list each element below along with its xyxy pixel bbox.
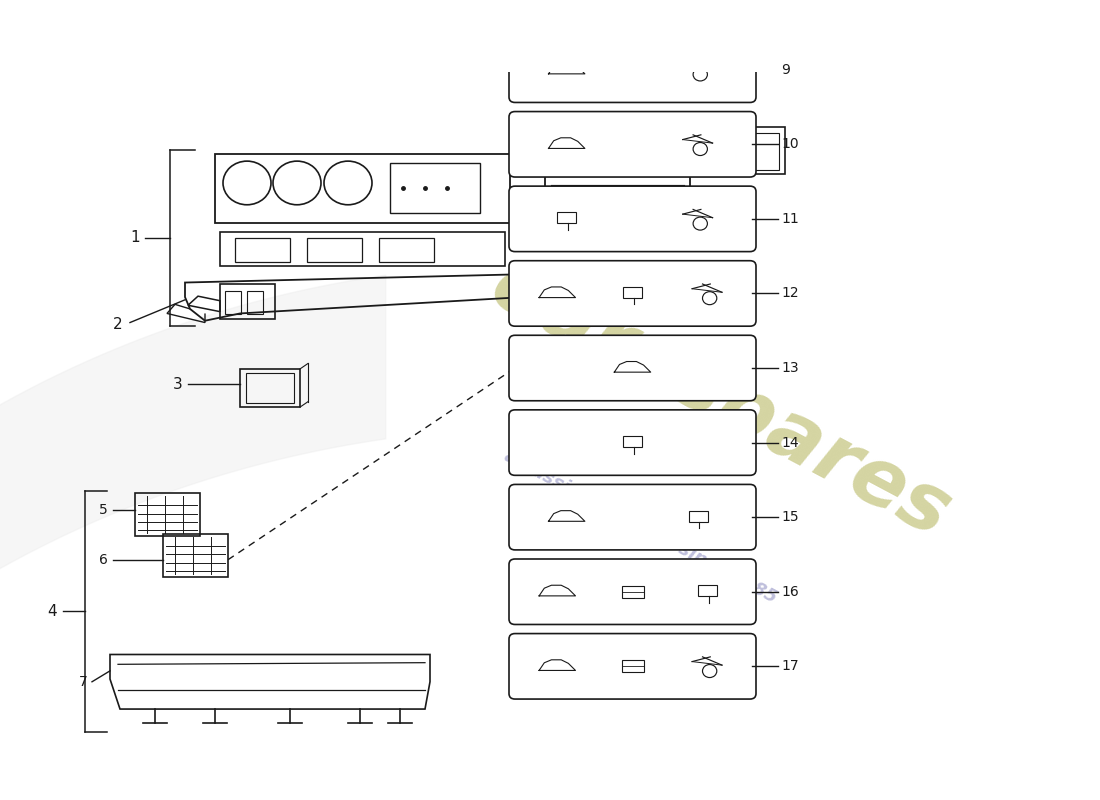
FancyBboxPatch shape — [509, 485, 756, 550]
Text: 3: 3 — [174, 377, 183, 392]
Text: 5: 5 — [99, 503, 108, 517]
Text: 4: 4 — [47, 604, 57, 618]
FancyBboxPatch shape — [509, 559, 756, 625]
Text: 16: 16 — [781, 585, 799, 598]
Text: 8: 8 — [781, 0, 790, 2]
Text: 6: 6 — [99, 553, 108, 566]
Text: eurospares: eurospares — [477, 246, 962, 554]
Text: a passion for parts since 1985: a passion for parts since 1985 — [500, 447, 780, 607]
Text: 13: 13 — [781, 361, 799, 375]
Text: 1: 1 — [131, 230, 140, 246]
Text: 14: 14 — [781, 435, 799, 450]
Text: 15: 15 — [781, 510, 799, 524]
FancyBboxPatch shape — [509, 0, 756, 28]
FancyBboxPatch shape — [509, 111, 756, 177]
FancyBboxPatch shape — [509, 410, 756, 475]
Text: 10: 10 — [781, 138, 799, 151]
Text: 2: 2 — [113, 317, 123, 332]
FancyBboxPatch shape — [509, 186, 756, 252]
FancyBboxPatch shape — [509, 634, 756, 699]
Text: 9: 9 — [781, 62, 790, 77]
FancyBboxPatch shape — [509, 335, 756, 401]
Text: 12: 12 — [781, 286, 799, 301]
Text: 17: 17 — [781, 659, 799, 674]
Text: 7: 7 — [79, 674, 88, 689]
FancyBboxPatch shape — [509, 261, 756, 326]
Text: 11: 11 — [781, 212, 799, 226]
FancyBboxPatch shape — [509, 37, 756, 102]
